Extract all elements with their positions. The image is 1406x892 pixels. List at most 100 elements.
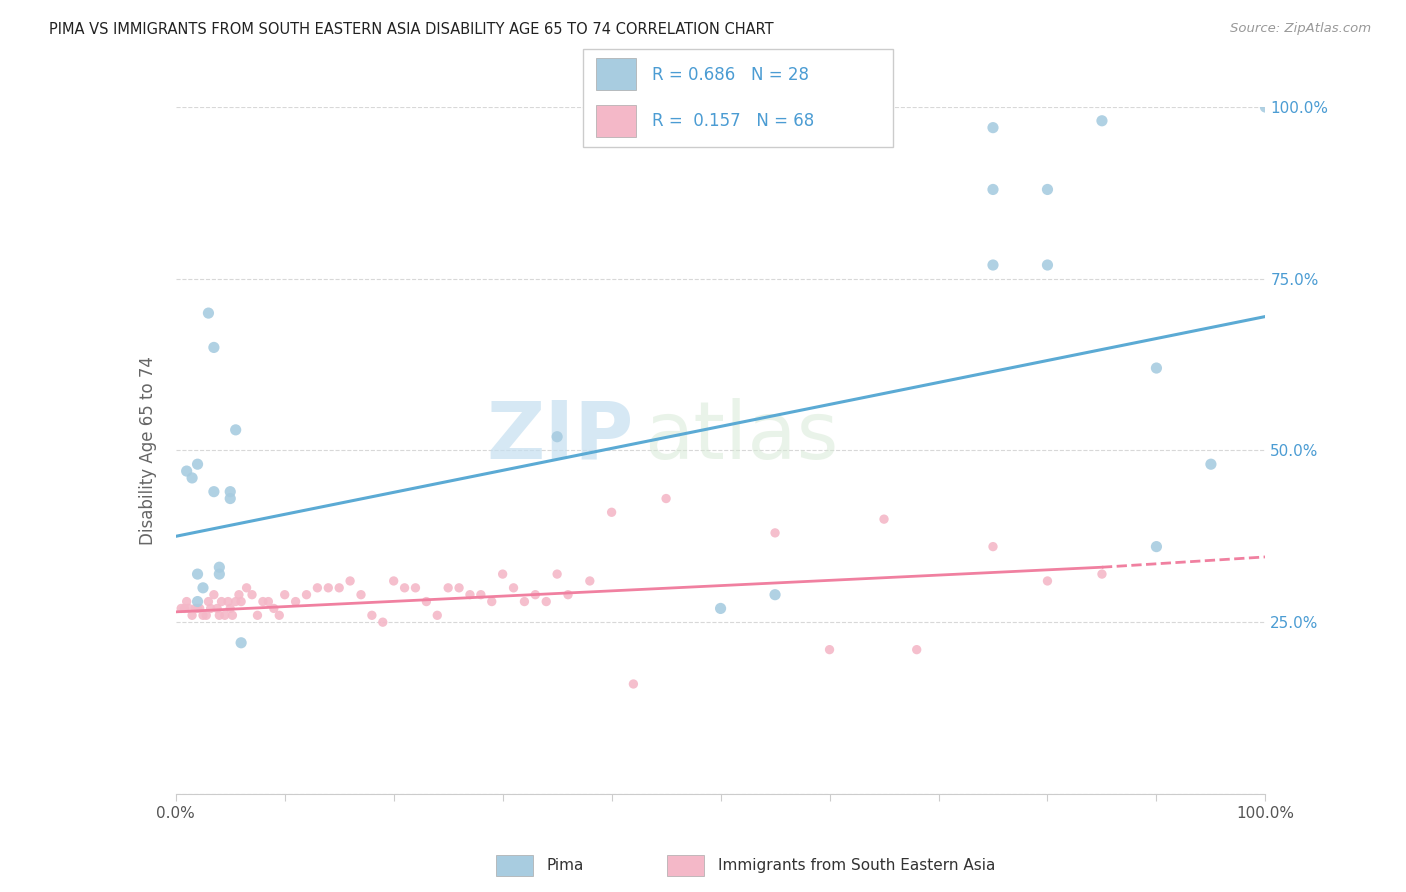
Point (208, 567, 231, 582)
Point (225, 594, 247, 608)
Point (176, 594, 198, 608)
Point (873, 512, 896, 526)
Point (1144, 361, 1167, 376)
Point (437, 581, 460, 595)
Text: Pima: Pima (547, 858, 583, 872)
Point (981, 258, 1004, 272)
Point (350, 588, 373, 602)
Point (447, 581, 470, 595)
Point (328, 581, 350, 595)
Point (173, 601, 195, 615)
Point (394, 581, 416, 595)
Point (1036, 574, 1059, 588)
Point (197, 594, 219, 608)
Point (186, 601, 209, 615)
Point (307, 581, 329, 595)
Point (205, 601, 228, 615)
Point (318, 581, 340, 595)
Point (405, 581, 427, 595)
Point (655, 491, 678, 506)
Point (246, 608, 269, 623)
Point (524, 588, 547, 602)
Point (579, 574, 602, 588)
Point (274, 588, 297, 602)
Point (269, 608, 291, 623)
Point (195, 608, 218, 623)
Point (981, 540, 1004, 554)
Point (191, 608, 214, 623)
Point (202, 588, 225, 602)
Point (513, 594, 536, 608)
Point (219, 491, 242, 506)
Text: R =  0.157   N = 68: R = 0.157 N = 68 (651, 112, 814, 130)
Text: R = 0.686   N = 28: R = 0.686 N = 28 (651, 66, 808, 84)
Point (763, 588, 786, 602)
Text: ZIP: ZIP (486, 398, 633, 475)
Point (228, 588, 250, 602)
Point (219, 601, 242, 615)
Point (186, 594, 209, 608)
Point (458, 588, 481, 602)
Point (382, 574, 405, 588)
Point (219, 484, 242, 499)
Point (217, 594, 239, 608)
Point (1254, 100, 1277, 114)
Y-axis label: Disability Age 65 to 74: Disability Age 65 to 74 (139, 356, 157, 545)
Point (214, 608, 236, 623)
Point (818, 642, 841, 657)
Point (221, 608, 243, 623)
Point (188, 601, 211, 615)
Point (186, 457, 209, 471)
FancyBboxPatch shape (666, 855, 704, 876)
Point (231, 594, 253, 608)
Point (225, 423, 247, 437)
Point (181, 471, 204, 485)
Point (1091, 567, 1114, 582)
Point (557, 588, 579, 602)
Point (208, 608, 231, 623)
Point (546, 567, 568, 582)
Point (202, 484, 225, 499)
Point (170, 601, 193, 615)
Point (252, 594, 274, 608)
Point (200, 601, 222, 615)
Text: PIMA VS IMMIGRANTS FROM SOUTH EASTERN ASIA DISABILITY AGE 65 TO 74 CORRELATION C: PIMA VS IMMIGRANTS FROM SOUTH EASTERN AS… (49, 22, 773, 37)
Point (1091, 113, 1114, 128)
Point (240, 588, 263, 602)
Point (295, 588, 318, 602)
Point (1144, 540, 1167, 554)
Point (181, 608, 204, 623)
Point (710, 601, 733, 615)
Point (202, 340, 225, 354)
Point (197, 306, 219, 320)
Point (1036, 182, 1059, 196)
Point (905, 642, 928, 657)
Point (191, 581, 214, 595)
Point (339, 574, 361, 588)
Text: atlas: atlas (644, 398, 838, 475)
Point (426, 608, 449, 623)
Point (360, 608, 382, 623)
Point (621, 677, 644, 691)
Point (981, 182, 1004, 196)
Point (600, 505, 623, 519)
Point (371, 615, 394, 630)
Point (1036, 258, 1059, 272)
Point (481, 594, 503, 608)
Point (284, 594, 307, 608)
FancyBboxPatch shape (596, 58, 636, 90)
Point (231, 636, 253, 650)
FancyBboxPatch shape (496, 855, 533, 876)
Point (415, 594, 437, 608)
FancyBboxPatch shape (583, 49, 893, 147)
Point (981, 120, 1004, 135)
Point (763, 525, 786, 540)
Text: Source: ZipAtlas.com: Source: ZipAtlas.com (1230, 22, 1371, 36)
Point (1199, 457, 1222, 471)
Point (186, 567, 209, 582)
Point (235, 581, 257, 595)
Point (184, 601, 207, 615)
Point (211, 594, 233, 608)
Point (492, 567, 515, 582)
Point (208, 560, 231, 574)
